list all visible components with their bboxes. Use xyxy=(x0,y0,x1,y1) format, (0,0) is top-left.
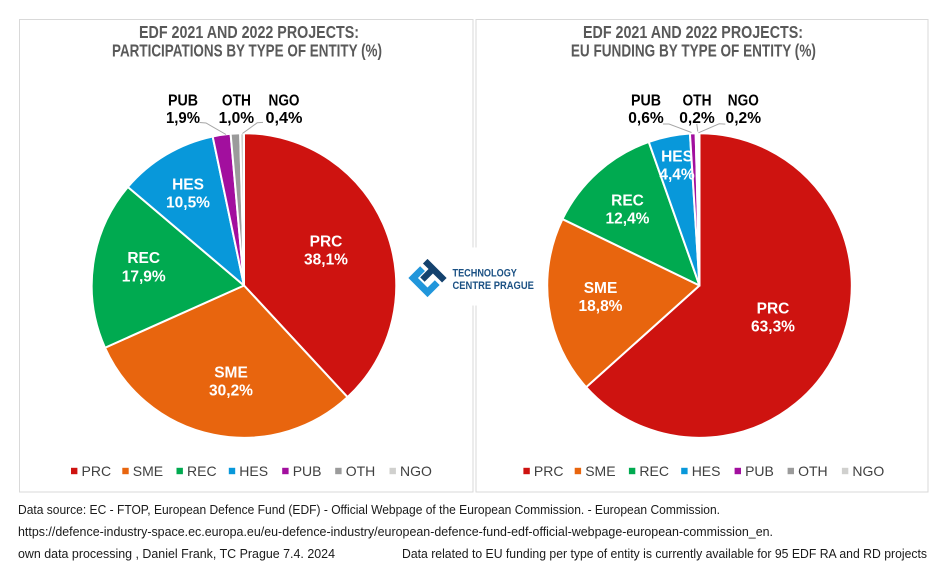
svg-text:REC: REC xyxy=(187,463,217,479)
svg-text:17,9%: 17,9% xyxy=(122,268,166,285)
svg-text:PUB: PUB xyxy=(631,92,661,109)
svg-text:PRC: PRC xyxy=(310,233,343,250)
svg-text:EDF 2021 AND 2022 PROJECTS:: EDF 2021 AND 2022 PROJECTS: xyxy=(583,22,803,42)
svg-text:EU FUNDING BY TYPE OF ENTITY (: EU FUNDING BY TYPE OF ENTITY (%) xyxy=(571,41,816,61)
svg-text:OTH: OTH xyxy=(798,463,828,479)
svg-text:63,3%: 63,3% xyxy=(751,319,795,336)
svg-text:PUB: PUB xyxy=(293,463,322,479)
svg-text:10,5%: 10,5% xyxy=(166,195,210,212)
svg-text:HES: HES xyxy=(692,463,721,479)
svg-text:NGO: NGO xyxy=(400,463,432,479)
svg-text:1,0%: 1,0% xyxy=(219,110,255,127)
svg-text:NGO: NGO xyxy=(269,92,300,109)
svg-text:0,6%: 0,6% xyxy=(628,110,664,127)
svg-text:Data source: EC - FTOP, Europe: Data source: EC - FTOP, European Defence… xyxy=(18,503,720,517)
svg-text:NGO: NGO xyxy=(852,463,884,479)
svg-text:SME: SME xyxy=(585,463,615,479)
svg-text:PUB: PUB xyxy=(168,92,198,109)
svg-text:TECHNOLOGY: TECHNOLOGY xyxy=(453,267,517,279)
svg-text:EDF 2021 AND 2022 PROJECTS:: EDF 2021 AND 2022 PROJECTS: xyxy=(139,22,359,42)
svg-text:https://defence-industry-space: https://defence-industry-space.ec.europa… xyxy=(18,525,773,539)
svg-text:1,9%: 1,9% xyxy=(166,110,200,127)
svg-text:own data processing , Daniel F: own data processing , Daniel Frank, TC P… xyxy=(18,547,335,561)
svg-text:PUB: PUB xyxy=(745,463,774,479)
svg-text:PRC: PRC xyxy=(82,463,112,479)
svg-text:0,2%: 0,2% xyxy=(679,110,715,127)
svg-text:0,4%: 0,4% xyxy=(266,110,303,127)
svg-text:REC: REC xyxy=(127,250,160,267)
svg-text:HES: HES xyxy=(172,177,204,194)
svg-text:4,4%: 4,4% xyxy=(659,167,695,184)
svg-text:18,8%: 18,8% xyxy=(579,298,623,315)
svg-text:NGO: NGO xyxy=(728,92,759,109)
svg-text:HES: HES xyxy=(239,463,268,479)
svg-text:SME: SME xyxy=(214,364,248,381)
svg-text:12,4%: 12,4% xyxy=(606,211,650,228)
svg-text:OTH: OTH xyxy=(683,92,712,109)
svg-text:OTH: OTH xyxy=(222,92,251,109)
svg-text:SME: SME xyxy=(133,463,163,479)
svg-text:Data related to EU funding per: Data related to EU funding per type of e… xyxy=(402,547,927,561)
svg-text:0,2%: 0,2% xyxy=(726,110,762,127)
svg-text:SME: SME xyxy=(584,280,618,297)
svg-text:OTH: OTH xyxy=(346,463,376,479)
svg-text:HES: HES xyxy=(661,148,693,165)
svg-text:REC: REC xyxy=(639,463,669,479)
svg-text:30,2%: 30,2% xyxy=(209,383,253,400)
svg-text:REC: REC xyxy=(611,192,644,209)
svg-text:PARTICIPATIONS BY TYPE OF ENTI: PARTICIPATIONS BY TYPE OF ENTITY (%) xyxy=(112,41,382,61)
svg-text:38,1%: 38,1% xyxy=(304,252,348,269)
svg-text:CENTRE PRAGUE: CENTRE PRAGUE xyxy=(453,280,534,292)
svg-text:PRC: PRC xyxy=(757,300,790,317)
svg-text:PRC: PRC xyxy=(534,463,564,479)
